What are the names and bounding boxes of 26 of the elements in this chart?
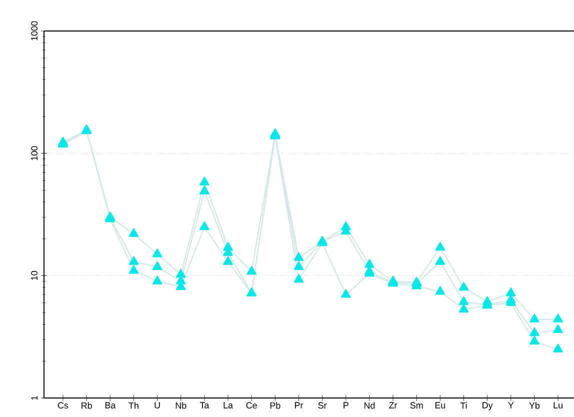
x-tick-label: Nb <box>176 402 186 409</box>
x-tick-label: Sm <box>410 402 423 409</box>
x-tick-label: Pr <box>294 402 304 408</box>
y-tick-label: 1000 <box>31 21 38 40</box>
x-tick-label: Rb <box>82 402 92 409</box>
x-tick-label: Yb <box>529 402 540 409</box>
y-tick-label: 1 <box>31 396 38 400</box>
x-tick-label: Ta <box>200 402 210 408</box>
x-tick-label: Y <box>508 402 514 408</box>
x-tick-label: Pb <box>270 402 280 409</box>
x-tick-label: Ce <box>246 402 257 409</box>
x-tick-label: Cs <box>58 402 68 409</box>
x-tick-label: U <box>154 402 160 408</box>
x-tick-label: Nd <box>364 402 375 409</box>
x-tick-label: La <box>224 402 233 408</box>
x-tick-label: Dy <box>482 402 493 410</box>
x-tick-label: Eu <box>435 402 446 408</box>
x-tick-label: Zr <box>389 402 398 408</box>
y-tick-label: 10 <box>31 271 38 280</box>
y-tick-label: 100 <box>31 146 38 160</box>
x-tick-label: Lu <box>554 402 562 408</box>
x-tick-label: Sr <box>318 402 327 409</box>
x-tick-label: P <box>344 402 348 408</box>
x-tick-label: Th <box>128 402 138 409</box>
x-tick-label: Ba <box>105 402 116 408</box>
x-tick-label: Ti <box>460 402 467 409</box>
